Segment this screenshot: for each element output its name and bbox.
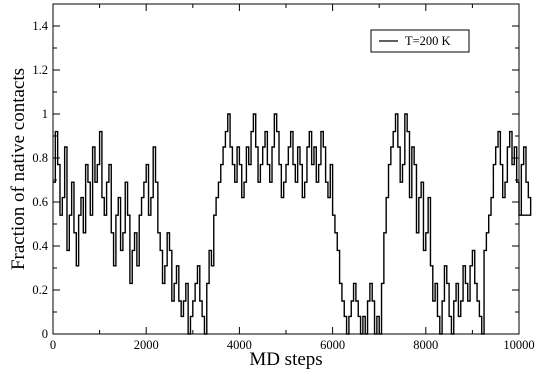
x-tick-label: 10000 xyxy=(503,338,534,352)
x-tick-label: 0 xyxy=(50,338,56,352)
y-tick-label: 0.2 xyxy=(32,283,48,297)
x-tick-label: 8000 xyxy=(413,338,438,352)
legend-box xyxy=(370,29,470,53)
y-tick-label: 0.6 xyxy=(32,195,48,209)
legend: T=200 K xyxy=(370,29,470,53)
y-tick-label: 0.8 xyxy=(32,151,48,165)
legend-label: T=200 K xyxy=(405,34,451,48)
y-tick-labels: 0 0.2 0.4 0.6 0.8 1 1.2 1.4 xyxy=(32,19,48,341)
x-tick-label: 4000 xyxy=(227,338,252,352)
x-tick-label: 2000 xyxy=(134,338,159,352)
tick-marks xyxy=(52,3,520,335)
x-axis-title: MD steps xyxy=(249,349,322,370)
y-tick-label: 0.4 xyxy=(32,239,48,253)
x-tick-labels: 0 2000 4000 6000 8000 10000 xyxy=(50,338,535,352)
y-tick-label: 1.2 xyxy=(32,63,48,77)
y-tick-label: 1 xyxy=(42,107,48,121)
x-tick-label: 6000 xyxy=(320,338,345,352)
y-tick-label: 1.4 xyxy=(32,19,48,33)
y-tick-label: 0 xyxy=(42,327,48,341)
y-axis-title: Fraction of native contacts xyxy=(8,68,29,270)
